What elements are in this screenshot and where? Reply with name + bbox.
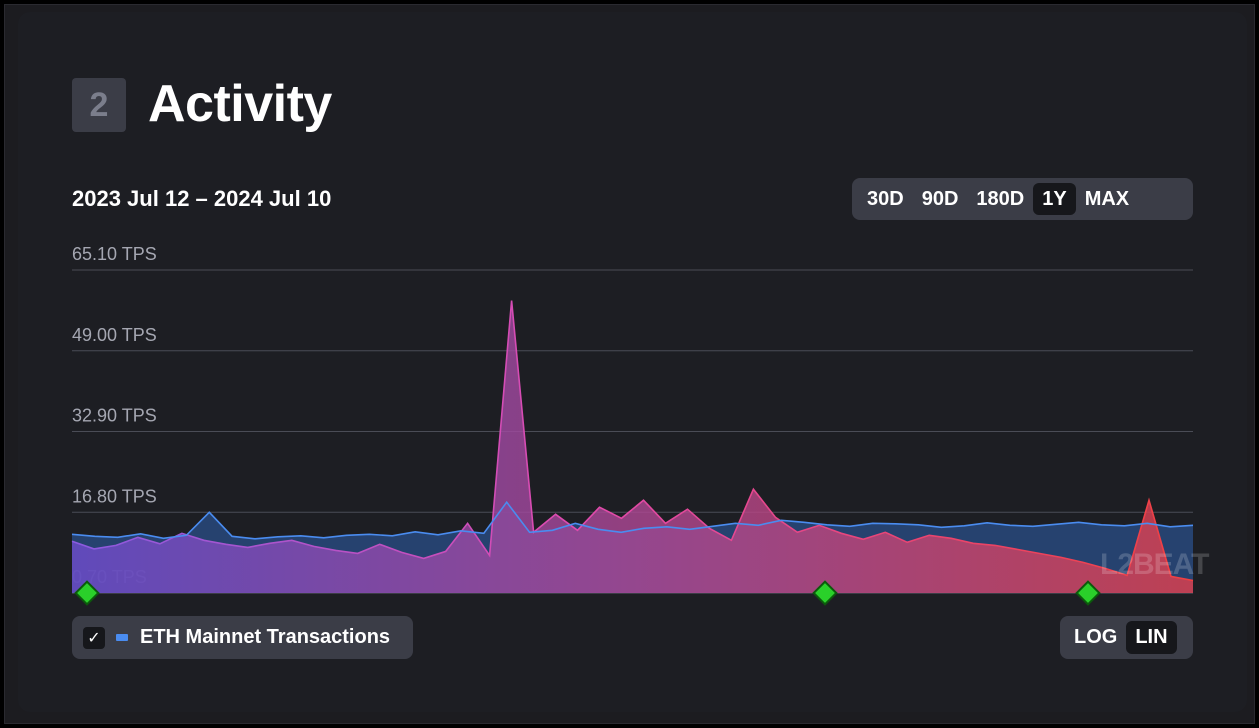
legend-label: ETH Mainnet Transactions	[140, 626, 391, 648]
section-title: Activity	[148, 75, 332, 133]
range-button-1y[interactable]: 1Y	[1033, 183, 1076, 215]
range-button-180d[interactable]: 180D	[976, 187, 1025, 210]
section-number-badge: 2	[72, 78, 126, 132]
range-button-30d[interactable]: 30D	[867, 187, 904, 210]
date-range-label: 2023 Jul 12 – 2024 Jul 10	[72, 186, 332, 211]
legend-toggle[interactable]: ✓ ETH Mainnet Transactions	[72, 616, 413, 659]
scale-button-log[interactable]: LOG	[1074, 626, 1118, 648]
l2beat-watermark: L2BEAT	[1100, 548, 1209, 581]
time-range-selector: 30D 90D 180D 1Y MAX	[852, 178, 1193, 220]
scale-selector: LOG LIN	[1060, 616, 1193, 659]
range-button-90d[interactable]: 90D	[921, 187, 959, 210]
range-button-max[interactable]: MAX	[1084, 187, 1130, 210]
legend-color-swatch	[116, 634, 128, 641]
scale-button-lin[interactable]: LIN	[1126, 621, 1177, 654]
legend-checkbox[interactable]: ✓	[83, 626, 105, 649]
